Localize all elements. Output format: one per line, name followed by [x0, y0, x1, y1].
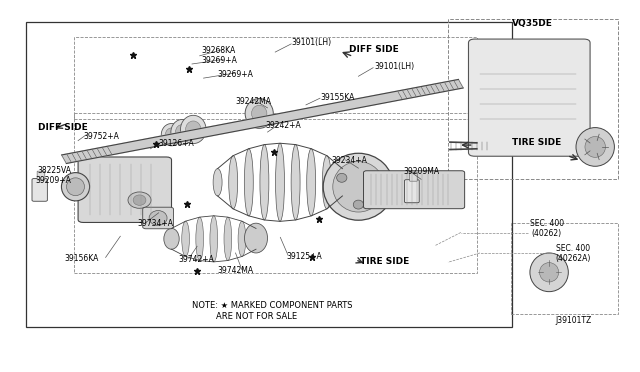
Text: 39209+A: 39209+A	[35, 176, 71, 185]
Ellipse shape	[333, 161, 384, 212]
Text: ARE NOT FOR SALE: ARE NOT FOR SALE	[216, 312, 298, 321]
Text: TIRE SIDE: TIRE SIDE	[512, 138, 561, 147]
Ellipse shape	[128, 192, 151, 208]
Ellipse shape	[244, 149, 253, 216]
Text: 38225VA: 38225VA	[37, 166, 71, 175]
Ellipse shape	[210, 216, 218, 262]
Ellipse shape	[161, 124, 182, 146]
Text: SEC. 400: SEC. 400	[556, 244, 589, 253]
Ellipse shape	[175, 125, 189, 140]
Text: 39234+A: 39234+A	[332, 156, 367, 165]
Text: J39101TZ: J39101TZ	[556, 316, 592, 325]
Bar	[74, 113, 477, 273]
Ellipse shape	[275, 143, 285, 221]
Ellipse shape	[323, 153, 394, 220]
Ellipse shape	[323, 155, 332, 209]
Text: 39155KA: 39155KA	[320, 93, 355, 102]
Ellipse shape	[180, 115, 206, 144]
Ellipse shape	[585, 137, 605, 157]
Ellipse shape	[224, 217, 232, 260]
Ellipse shape	[61, 173, 90, 201]
Text: 39101(LH): 39101(LH)	[291, 38, 332, 47]
Text: 39752+A: 39752+A	[83, 132, 119, 141]
Ellipse shape	[252, 228, 260, 249]
FancyBboxPatch shape	[468, 39, 590, 156]
Bar	[511, 223, 618, 314]
Ellipse shape	[228, 155, 237, 209]
Polygon shape	[61, 80, 463, 163]
Ellipse shape	[370, 173, 380, 182]
Ellipse shape	[164, 228, 179, 249]
Text: 39242MA: 39242MA	[236, 97, 271, 106]
Ellipse shape	[67, 178, 84, 196]
Bar	[26, 22, 512, 327]
Ellipse shape	[260, 145, 269, 220]
Ellipse shape	[168, 228, 175, 249]
Text: 39742MA: 39742MA	[218, 266, 253, 275]
Ellipse shape	[149, 211, 167, 225]
Ellipse shape	[165, 128, 178, 141]
Ellipse shape	[186, 121, 201, 138]
Text: 39269+A: 39269+A	[218, 70, 253, 79]
Ellipse shape	[238, 221, 246, 256]
FancyBboxPatch shape	[410, 172, 417, 181]
Text: DIFF SIDE: DIFF SIDE	[349, 45, 399, 54]
Text: 39734+A: 39734+A	[138, 219, 173, 228]
Text: 39156KA: 39156KA	[64, 254, 99, 263]
Ellipse shape	[133, 195, 146, 205]
FancyBboxPatch shape	[364, 171, 465, 209]
FancyBboxPatch shape	[37, 171, 45, 180]
Ellipse shape	[337, 173, 347, 182]
Ellipse shape	[213, 169, 222, 196]
Text: (40262): (40262)	[532, 229, 562, 238]
Text: SEC. 400: SEC. 400	[530, 219, 564, 228]
Text: 39269+A: 39269+A	[202, 56, 237, 65]
Ellipse shape	[196, 217, 204, 260]
Ellipse shape	[576, 128, 614, 166]
Text: 39209MA: 39209MA	[403, 167, 439, 176]
Bar	[448, 19, 618, 179]
FancyBboxPatch shape	[143, 207, 173, 229]
Text: 39268KA: 39268KA	[202, 46, 236, 55]
FancyBboxPatch shape	[32, 179, 47, 201]
Ellipse shape	[244, 223, 268, 253]
Text: TIRE SIDE: TIRE SIDE	[360, 257, 409, 266]
FancyBboxPatch shape	[78, 157, 172, 222]
Ellipse shape	[530, 253, 568, 292]
Ellipse shape	[245, 99, 273, 128]
Text: 39742+A: 39742+A	[178, 255, 214, 264]
Bar	[74, 37, 477, 119]
Ellipse shape	[540, 263, 559, 282]
Ellipse shape	[291, 145, 300, 220]
Ellipse shape	[182, 221, 189, 256]
Text: NOTE: ★ MARKED COMPONENT PARTS: NOTE: ★ MARKED COMPONENT PARTS	[192, 301, 353, 310]
Ellipse shape	[252, 105, 267, 122]
Text: (40262A): (40262A)	[556, 254, 591, 263]
Text: VQ35DE: VQ35DE	[512, 19, 553, 28]
Text: 39101(LH): 39101(LH)	[374, 62, 415, 71]
FancyBboxPatch shape	[404, 180, 419, 203]
Text: 39125+A: 39125+A	[287, 252, 323, 261]
Ellipse shape	[353, 200, 364, 209]
Text: 39126+A: 39126+A	[159, 139, 195, 148]
Ellipse shape	[171, 119, 194, 145]
Text: 39242+A: 39242+A	[266, 121, 301, 130]
Ellipse shape	[338, 169, 347, 196]
Ellipse shape	[307, 149, 316, 216]
Text: DIFF SIDE: DIFF SIDE	[38, 123, 88, 132]
